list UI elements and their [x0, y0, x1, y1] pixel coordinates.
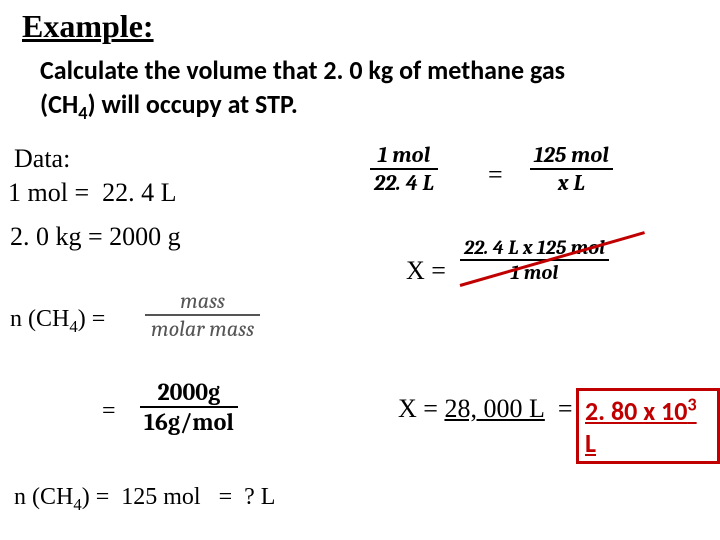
mass-conversion-line: 2. 0 kg = 2000 g — [10, 222, 181, 252]
mol-volume-line: 1 mol = 22. 4 L — [8, 178, 177, 208]
grams-fraction: 2000g 16g/mol — [140, 378, 238, 436]
ratio-right-fraction: 125 mol x L — [530, 142, 613, 196]
ratio-left-fraction: 1 mol 22. 4 L — [370, 142, 438, 196]
final-answer-box: 2. 80 x 103 L — [576, 388, 720, 464]
x-equals-label: X = — [406, 256, 446, 286]
problem-statement: Calculate the volume that 2. 0 kg of met… — [40, 54, 565, 126]
problem-line2: (CH4) will occupy at STP. — [40, 88, 565, 126]
equals-2: = — [102, 398, 116, 425]
data-heading: Data: — [14, 144, 70, 174]
ratio-equals: = — [488, 160, 503, 190]
moles-result-line: n (CH4) = 125 mol = ? L — [14, 484, 275, 515]
x-result-line: X = 28, 000 L = — [398, 394, 573, 424]
mass-over-molarmass-fraction: mass molar mass — [145, 288, 260, 342]
problem-line1: Calculate the volume that 2. 0 kg of met… — [40, 54, 565, 88]
moles-formula-label: n (CH4) = — [10, 306, 105, 337]
example-title: Example: — [22, 8, 154, 45]
